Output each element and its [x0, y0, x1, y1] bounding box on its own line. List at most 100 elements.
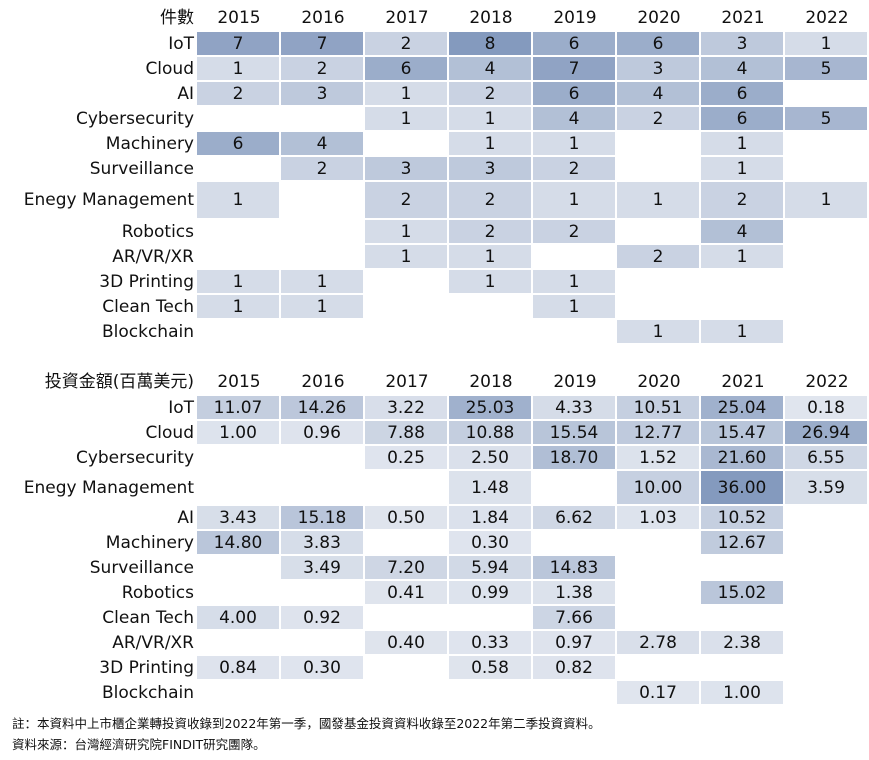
cell-value: 1 [400, 221, 412, 242]
cell-value: 15.47 [717, 422, 767, 443]
cell-value: 25.04 [717, 397, 767, 418]
cell-value: 15.54 [549, 422, 599, 443]
heat-cell [281, 132, 363, 155]
cell-value: 15.02 [717, 582, 767, 603]
column-header: 2018 [469, 8, 513, 28]
cell-value: 2 [400, 33, 412, 54]
heat-cell [365, 182, 447, 218]
heat-cell [449, 32, 531, 55]
heat-cell [365, 220, 447, 243]
row-label: Cloud [145, 422, 194, 443]
cell-value: 1 [820, 33, 832, 54]
heat-cell [281, 656, 363, 679]
row-label: AI [177, 83, 194, 104]
heat-cell [533, 82, 615, 105]
cell-value: 4 [736, 221, 748, 242]
column-header: 2016 [301, 372, 345, 392]
heat-cell [449, 82, 531, 105]
heat-cell [197, 396, 279, 419]
cell-value: 3 [316, 83, 328, 104]
cell-value: 1 [484, 246, 496, 267]
row-label: Enegy Management [23, 477, 194, 498]
cell-value: 0.40 [387, 632, 425, 653]
cell-value: 1 [232, 296, 244, 317]
cell-value: 1 [736, 246, 748, 267]
heat-cell [701, 581, 783, 604]
heat-cell [197, 57, 279, 80]
heat-cell [617, 32, 699, 55]
cell-value: 4.33 [555, 397, 593, 418]
row-label: Robotics [121, 582, 194, 603]
heat-cell [449, 132, 531, 155]
cell-value: 2 [484, 221, 496, 242]
cell-value: 1.38 [555, 582, 593, 603]
heat-cell [197, 606, 279, 629]
heat-cell [365, 631, 447, 654]
heat-cell [197, 506, 279, 529]
heat-cell [281, 57, 363, 80]
cell-value: 3.83 [303, 532, 341, 553]
heat-cell [785, 57, 867, 80]
cell-value: 2 [484, 190, 496, 210]
cell-value: 5.94 [471, 557, 509, 578]
cell-value: 0.82 [555, 657, 593, 678]
row-label: 3D Printing [99, 271, 194, 292]
heat-cell [701, 182, 783, 218]
cell-value: 3.22 [387, 397, 425, 418]
heat-cell [617, 446, 699, 469]
column-header: 2018 [469, 372, 513, 392]
heat-cell [533, 656, 615, 679]
cell-value: 4.00 [219, 607, 257, 628]
row-label: Cybersecurity [75, 447, 194, 468]
heat-cell [701, 421, 783, 444]
cell-value: 0.99 [471, 582, 509, 603]
heat-cell [617, 82, 699, 105]
cell-value: 2 [568, 158, 580, 179]
cell-value: 3 [736, 33, 748, 54]
column-header: 2022 [805, 8, 849, 28]
cell-value: 0.92 [303, 607, 341, 628]
cell-value: 1 [568, 190, 580, 210]
cell-value: 26.94 [801, 422, 851, 443]
cell-value: 2 [232, 83, 244, 104]
heat-cell [617, 631, 699, 654]
heat-cell [197, 656, 279, 679]
row-label: IoT [168, 33, 194, 54]
cell-value: 3.43 [219, 507, 257, 528]
cell-value: 2 [484, 83, 496, 104]
heat-cell [449, 556, 531, 579]
heat-cell [701, 220, 783, 243]
heat-cell [365, 446, 447, 469]
heat-cell [449, 107, 531, 130]
heat-cell [449, 157, 531, 180]
cell-value: 4 [484, 58, 496, 79]
row-label: Enegy Management [23, 190, 194, 210]
cell-value: 0.41 [387, 582, 425, 603]
heat-cell [449, 270, 531, 293]
heat-cell [785, 421, 867, 444]
heat-cell [785, 446, 867, 469]
heat-cell [281, 531, 363, 554]
column-header: 2021 [721, 8, 765, 28]
cell-value: 10.00 [633, 477, 683, 498]
cell-value: 2 [652, 246, 664, 267]
cell-value: 10.88 [465, 422, 515, 443]
cell-value: 1 [484, 271, 496, 292]
cell-value: 1 [568, 296, 580, 317]
row-label: Machinery [105, 532, 194, 553]
column-header: 2017 [385, 372, 429, 392]
heat-cell [617, 471, 699, 504]
cell-value: 6 [232, 133, 244, 154]
row-label: IoT [168, 397, 194, 418]
heat-cell [785, 396, 867, 419]
cell-value: 7 [232, 33, 244, 54]
column-header: 2015 [217, 8, 261, 28]
heat-cell [197, 295, 279, 318]
cell-value: 6.55 [807, 447, 845, 468]
heat-cell [281, 421, 363, 444]
heat-cell [617, 396, 699, 419]
heat-cell [617, 57, 699, 80]
heat-cell [365, 32, 447, 55]
cell-value: 1.48 [471, 477, 509, 498]
